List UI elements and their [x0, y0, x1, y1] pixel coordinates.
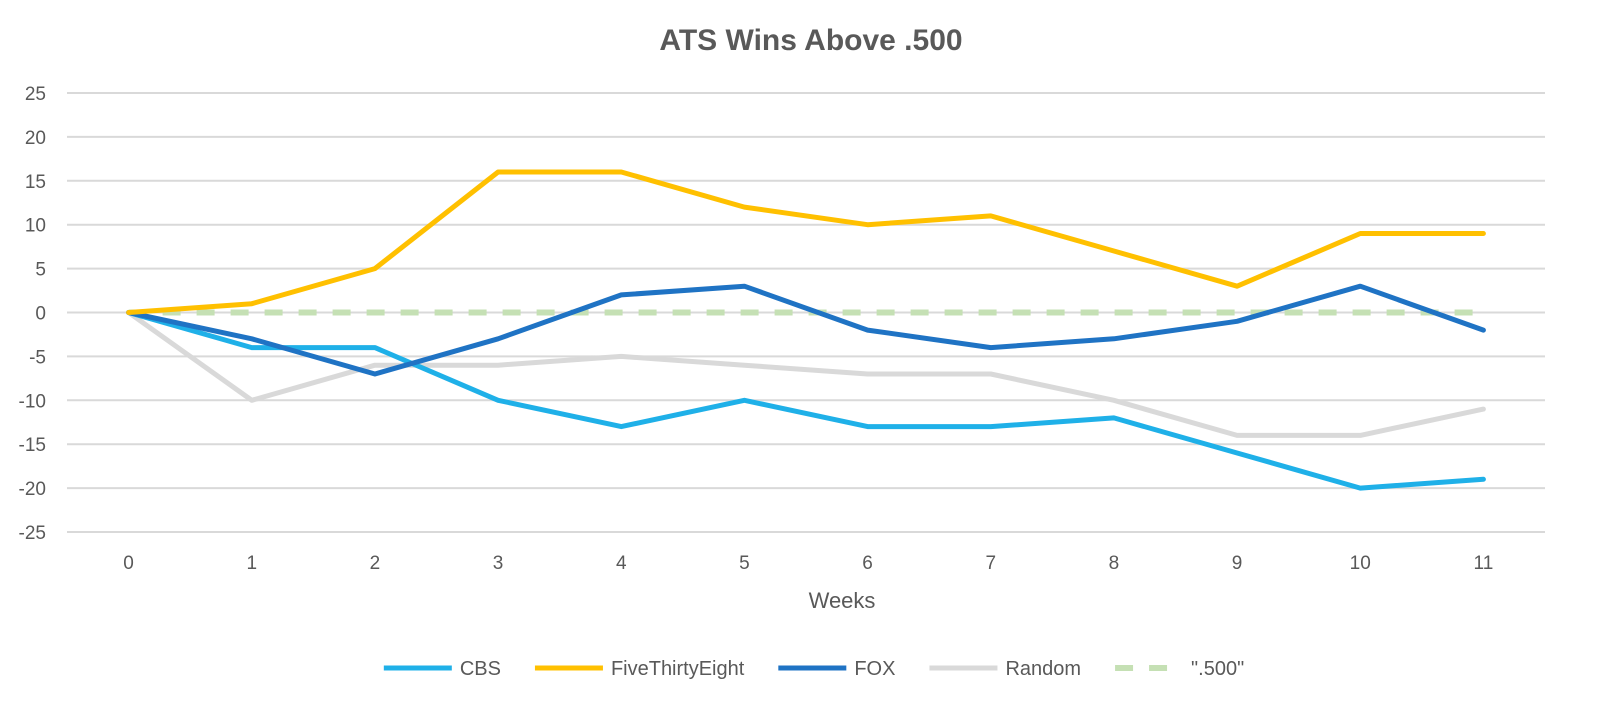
x-tick-label: 9: [1232, 553, 1243, 574]
legend-item: ".500": [1115, 658, 1244, 680]
series-line-cbs: [126, 310, 1486, 491]
chart-title: ATS Wins Above .500: [659, 24, 962, 57]
x-axis-ticks: 0 1 2 3 4 5 6 7 8 9 10 11: [123, 553, 1493, 574]
x-tick-label: 6: [862, 553, 873, 574]
legend-label: CBS: [460, 658, 501, 680]
y-tick-label: -10: [19, 391, 46, 412]
y-tick-label: -5: [29, 347, 46, 368]
legend-label: ".500": [1191, 658, 1244, 680]
y-tick-label: -25: [19, 523, 46, 544]
y-tick-label: 5: [35, 260, 46, 281]
series-lines: [126, 169, 1486, 491]
legend-item: CBS: [383, 658, 501, 680]
x-tick-label: 4: [616, 553, 627, 574]
legend-label: Random: [1005, 658, 1081, 680]
x-tick-label: 3: [493, 553, 504, 574]
y-tick-label: 0: [35, 304, 46, 325]
y-tick-label: 20: [25, 128, 46, 149]
y-tick-label: 15: [25, 172, 46, 193]
legend-label: FOX: [854, 658, 895, 680]
series-line-fivethirtyeight: [126, 169, 1486, 315]
y-tick-label: -20: [19, 479, 46, 500]
legend: CBS FiveThirtyEight FOX Random ".500": [383, 658, 1244, 680]
y-tick-label: 25: [25, 84, 46, 105]
y-tick-label: -15: [19, 435, 46, 456]
y-tick-label: 10: [25, 216, 46, 237]
x-tick-label: 11: [1474, 553, 1494, 574]
x-tick-label: 1: [246, 553, 257, 574]
x-tick-label: 7: [985, 553, 996, 574]
x-tick-label: 8: [1109, 553, 1120, 574]
x-tick-label: 0: [123, 553, 134, 574]
x-axis-label: Weeks: [809, 588, 876, 613]
legend-label: FiveThirtyEight: [611, 658, 745, 680]
series-line-random: [126, 310, 1486, 438]
legend-item: FiveThirtyEight: [534, 658, 745, 680]
series-line-fox: [126, 283, 1486, 377]
legend-item: Random: [929, 658, 1081, 680]
x-tick-label: 5: [739, 553, 750, 574]
y-axis-ticks: 25 20 15 10 5 0 -5 -10 -15 -20 -25: [19, 84, 46, 544]
legend-item: FOX: [778, 658, 895, 680]
x-tick-label: 10: [1350, 553, 1371, 574]
x-tick-label: 2: [370, 553, 381, 574]
